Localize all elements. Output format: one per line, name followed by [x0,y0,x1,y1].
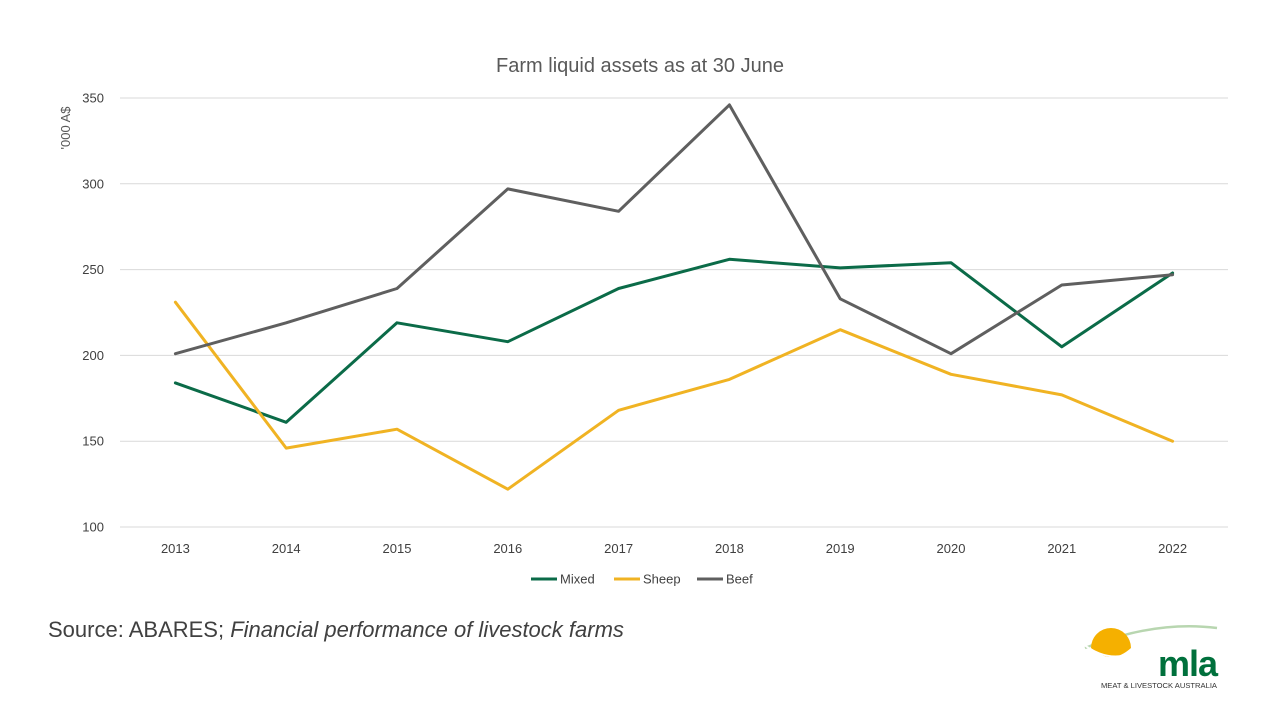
x-tick-label: 2018 [715,541,744,556]
x-axis-ticks: 2013 2014 2015 2016 2017 2018 2019 2020 2021 2022 [161,541,1187,556]
gridlines [120,97,1228,528]
chart-title: Farm liquid assets as at 30 June [496,55,784,77]
x-tick-label: 2016 [493,541,522,556]
line-chart: Farm liquid assets as at 30 June '000 A$… [58,55,1228,587]
data-point [949,373,953,376]
x-tick-label: 2021 [1047,541,1076,556]
y-axis-ticks: 100 150 200 250 300 350 [82,91,104,535]
y-tick-label: 300 [82,176,104,191]
series-line-sheep [173,300,1175,491]
series-beef [173,103,1175,356]
legend-label-mixed: Mixed [560,572,595,587]
data-point [839,266,842,270]
series-lines [173,103,1175,491]
x-tick-label: 2022 [1158,541,1187,556]
data-point [1171,273,1174,276]
legend: Mixed Sheep Beef [531,572,753,587]
data-point [395,427,399,431]
data-point [174,352,177,355]
data-point [395,321,399,324]
data-point [506,488,509,491]
data-point [1171,440,1174,443]
legend-label-beef: Beef [726,572,753,587]
logo-swoosh [1082,643,1136,658]
logo-tagline: MEAT & LIVESTOCK AUSTRALIA [1101,681,1218,690]
x-tick-label: 2015 [383,541,412,556]
series-mixed [173,257,1175,424]
data-point [839,328,842,331]
data-point [728,258,731,261]
logo-wordmark: mla [1158,643,1219,684]
y-tick-label: 200 [82,348,104,363]
data-point [839,297,842,300]
data-point [174,381,177,385]
logo-sun-icon [1091,628,1131,657]
data-point [617,287,620,290]
data-point [949,261,953,264]
data-point [285,321,288,324]
x-tick-label: 2014 [272,541,301,556]
source-prefix: Source: ABARES; [48,617,231,642]
legend-label-sheep: Sheep [643,572,681,587]
source-note: Source: ABARES; Financial performance of… [48,617,624,643]
mla-logo: mla MEAT & LIVESTOCK AUSTRALIA [1082,625,1220,690]
data-point [949,352,953,355]
y-tick-label: 150 [82,434,104,449]
data-point [728,378,731,381]
data-point [285,446,288,450]
data-point [506,340,509,343]
y-axis-unit-label: '000 A$ [58,106,73,150]
data-point [728,103,731,107]
series-line-beef [173,103,1175,356]
data-point [285,421,288,424]
series-line-mixed [173,257,1175,424]
series-sheep [173,300,1175,491]
data-point [506,187,509,191]
data-point [617,409,620,412]
x-tick-label: 2017 [604,541,633,556]
data-point [395,287,399,290]
data-point [617,210,620,213]
data-point [1060,345,1064,349]
y-tick-label: 350 [82,91,104,106]
y-tick-label: 100 [82,520,104,535]
y-tick-label: 250 [82,262,104,277]
x-tick-label: 2013 [161,541,190,556]
source-publication: Financial performance of livestock farms [230,617,624,642]
data-point [1060,393,1064,397]
data-point [1060,283,1064,287]
x-tick-label: 2019 [826,541,855,556]
data-point [174,301,177,304]
x-tick-label: 2020 [937,541,966,556]
